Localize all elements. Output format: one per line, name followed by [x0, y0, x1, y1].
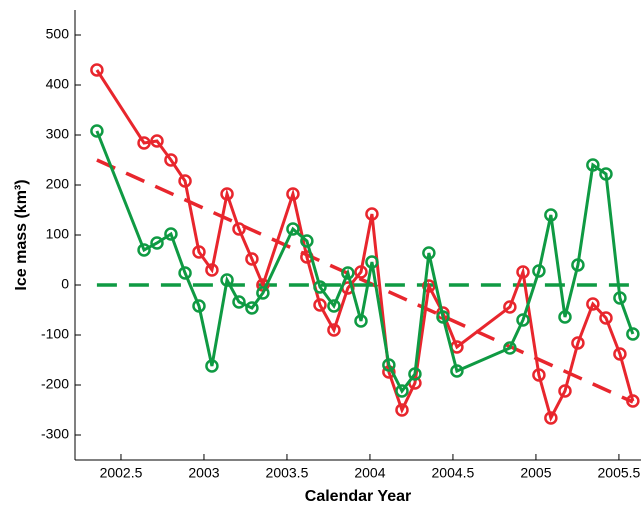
marker — [327, 299, 341, 313]
x-axis-label: Calendar Year — [305, 488, 411, 505]
marker — [626, 327, 640, 341]
marker — [300, 234, 314, 248]
marker — [245, 252, 259, 266]
marker — [150, 236, 164, 250]
marker — [192, 245, 206, 259]
marker — [150, 134, 164, 148]
series-line — [95, 130, 635, 394]
marker — [544, 411, 558, 425]
marker — [503, 341, 517, 355]
marker — [382, 358, 396, 372]
trend-line — [96, 158, 634, 404]
marker — [286, 222, 300, 236]
marker — [544, 208, 558, 222]
marker — [436, 310, 450, 324]
marker — [516, 265, 530, 279]
marker — [613, 347, 627, 361]
y-tick-label: 300 — [46, 126, 70, 142]
y-tick-label: 200 — [46, 176, 70, 192]
marker — [599, 167, 613, 181]
marker — [205, 263, 219, 277]
marker — [192, 299, 206, 313]
y-tick-label: -200 — [41, 376, 69, 392]
marker — [586, 158, 600, 172]
marker — [90, 124, 104, 138]
marker — [164, 153, 178, 167]
marker — [532, 264, 546, 278]
marker — [341, 266, 355, 280]
y-tick-label: 500 — [46, 26, 70, 42]
marker — [503, 300, 517, 314]
marker — [232, 295, 246, 309]
marker — [205, 359, 219, 373]
marker — [450, 364, 464, 378]
y-tick-label: 400 — [46, 76, 70, 92]
x-tick-label: 2003.5 — [266, 465, 309, 481]
marker — [286, 187, 300, 201]
marker — [313, 280, 327, 294]
marker — [571, 336, 585, 350]
marker — [220, 187, 234, 201]
x-tick-label: 2004.5 — [432, 465, 475, 481]
marker — [365, 207, 379, 221]
y-axis-label: Ice mass (km³) — [13, 179, 30, 290]
marker — [137, 243, 151, 257]
marker — [245, 301, 259, 315]
marker — [137, 136, 151, 150]
marker — [327, 323, 341, 337]
marker — [626, 394, 640, 408]
marker — [586, 297, 600, 311]
marker — [90, 63, 104, 77]
x-tick-label: 2003 — [188, 465, 219, 481]
y-tick-label: 0 — [61, 276, 69, 292]
x-tick-label: 2004 — [354, 465, 385, 481]
marker — [164, 227, 178, 241]
marker — [558, 310, 572, 324]
marker — [354, 314, 368, 328]
x-tick-label: 2005.5 — [598, 465, 641, 481]
marker — [232, 222, 246, 236]
y-tick-label: 100 — [46, 226, 70, 242]
marker — [516, 313, 530, 327]
x-tick-label: 2002.5 — [100, 465, 143, 481]
marker — [365, 255, 379, 269]
marker — [395, 403, 409, 417]
marker — [422, 246, 436, 260]
y-tick-label: -300 — [41, 426, 69, 442]
x-tick-label: 2005 — [520, 465, 551, 481]
marker — [571, 258, 585, 272]
y-tick-label: -100 — [41, 326, 69, 342]
marker — [599, 311, 613, 325]
marker — [220, 273, 234, 287]
marker — [422, 279, 436, 293]
series-line — [95, 69, 635, 423]
marker — [256, 286, 270, 300]
marker — [395, 384, 409, 398]
marker — [532, 368, 546, 382]
marker — [178, 174, 192, 188]
marker — [558, 384, 572, 398]
marker — [613, 291, 627, 305]
marker — [313, 298, 327, 312]
marker — [408, 367, 422, 381]
marker — [354, 265, 368, 279]
marker — [178, 266, 192, 280]
